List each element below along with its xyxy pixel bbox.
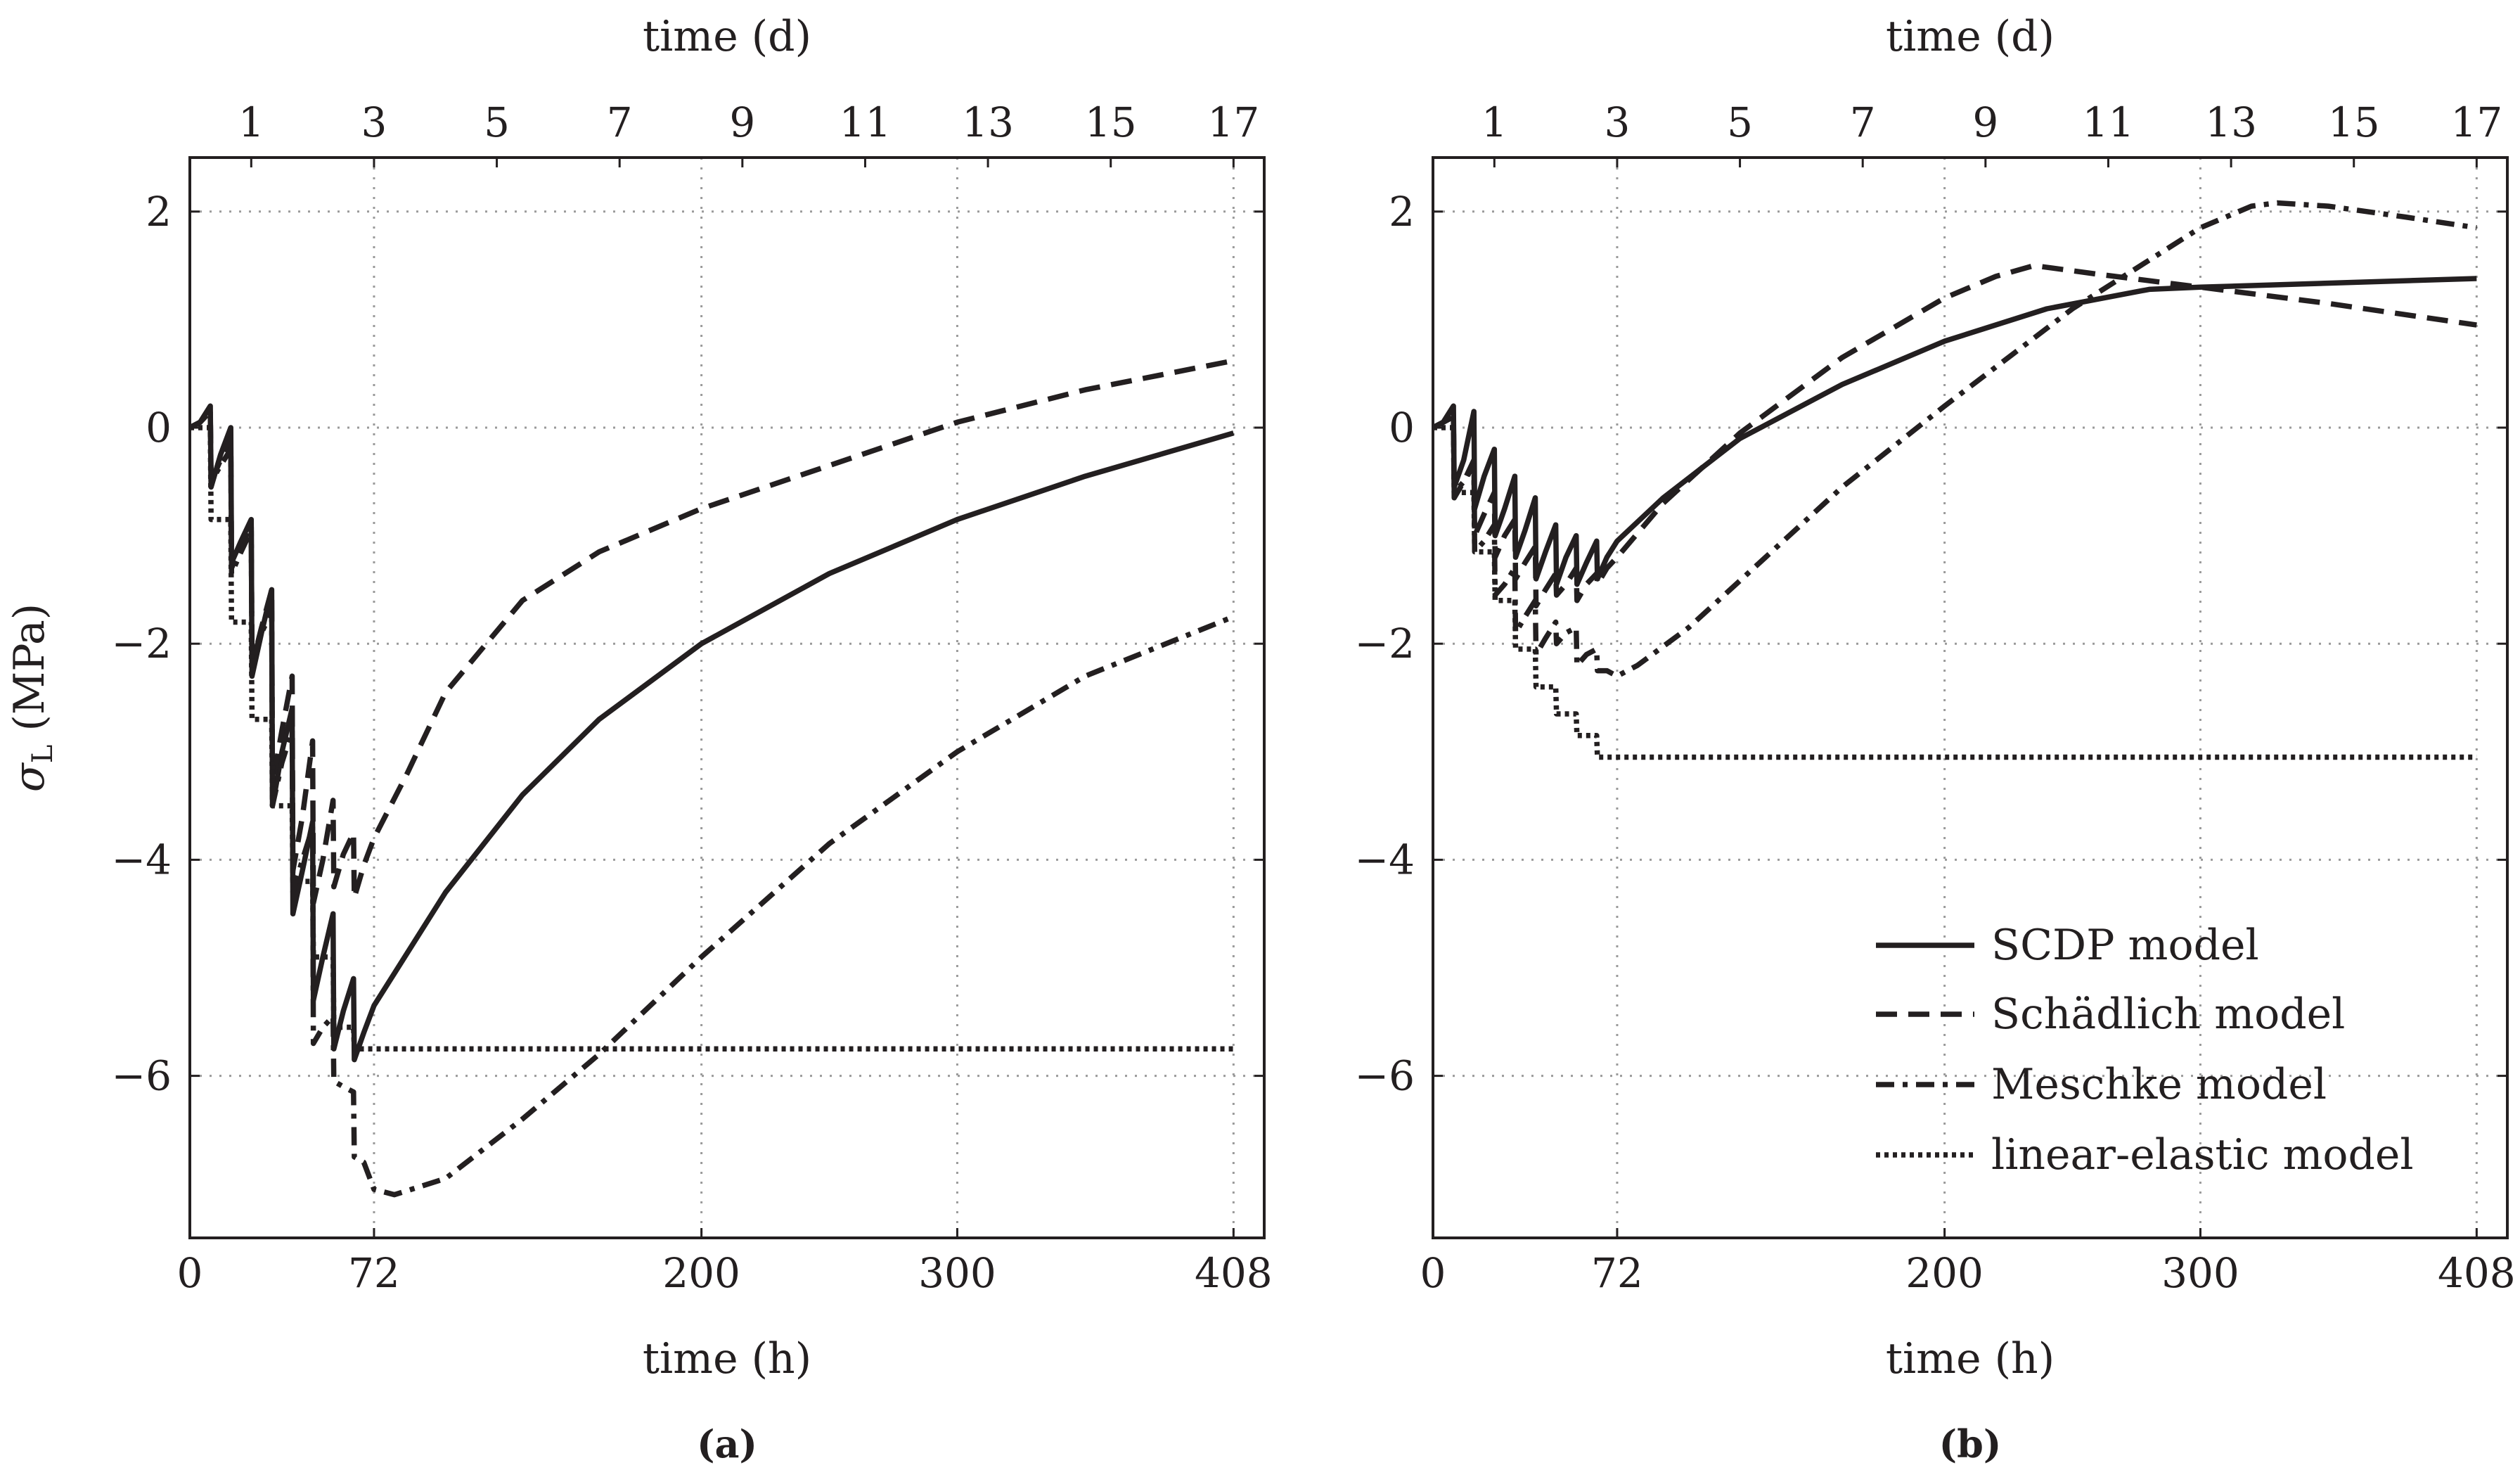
panel-a-grid	[190, 158, 1264, 1238]
top-tick-label: 11	[840, 98, 892, 146]
x-tick-label: 72	[1591, 1249, 1643, 1297]
legend-label-linear-elastic: linear-elastic model	[1991, 1130, 2414, 1180]
top-tick-label: 11	[2083, 98, 2135, 146]
panel-b-x-axis-label: time (h)	[1886, 1334, 2055, 1383]
top-tick-label: 13	[962, 98, 1014, 146]
panel-b-grid	[1433, 158, 2507, 1238]
x-tick-label: 0	[177, 1249, 203, 1297]
panel-a-x-axis-label: time (h)	[643, 1334, 811, 1383]
x-tick-label: 200	[662, 1249, 740, 1297]
x-tick-label: 0	[1420, 1249, 1446, 1297]
top-tick-label: 13	[2205, 98, 2257, 146]
top-tick-label: 3	[1604, 98, 1630, 146]
series-line-sch-dlich-model	[188, 358, 1235, 906]
y-tick-label: −2	[1355, 620, 1415, 667]
panel-a-frame	[188, 156, 1266, 1239]
legend-label-scdp: SCDP model	[1991, 921, 2259, 970]
legend: SCDP model Schädlich model Meschke model…	[1876, 921, 2414, 1180]
panel-a-y-axis-label: σL (MPa)	[5, 603, 59, 792]
y-tick-label: −2	[112, 620, 172, 667]
x-tick-label: 72	[348, 1249, 400, 1297]
top-tick-label: 3	[361, 98, 387, 146]
panel-a-top-axis-label: time (d)	[643, 12, 811, 61]
top-tick-label: 7	[607, 98, 633, 146]
top-tick-label: 7	[1850, 98, 1876, 146]
series-line-linear-elastic-model	[1433, 425, 2477, 760]
panel-a-caption: (a)	[697, 1421, 757, 1466]
panel-b-caption: (b)	[1939, 1421, 2002, 1466]
y-tick-label: −4	[112, 836, 172, 883]
legend-label-schadlich: Schädlich model	[1991, 990, 2345, 1039]
y-tick-label: 0	[1389, 404, 1415, 452]
x-tick-label: 300	[2161, 1249, 2239, 1297]
series-line-meschke-model	[188, 409, 1235, 1198]
panel-a-series	[188, 358, 1235, 1198]
top-tick-label: 9	[729, 98, 755, 146]
y-tick-label: 2	[146, 188, 172, 236]
top-tick-label: 5	[484, 98, 510, 146]
y-tick-label: −6	[112, 1052, 172, 1100]
y-tick-label: −6	[1355, 1052, 1415, 1100]
top-tick-label: 1	[1481, 98, 1508, 146]
top-tick-label: 17	[2450, 98, 2502, 146]
panel-b-top-axis-label: time (d)	[1886, 12, 2055, 61]
y-tick-label: −4	[1355, 836, 1415, 883]
y-tick-label: 0	[146, 404, 172, 452]
y-tick-label: 2	[1389, 188, 1415, 236]
x-tick-label: 300	[918, 1249, 996, 1297]
top-tick-label: 17	[1207, 98, 1259, 146]
legend-label-meschke: Meschke model	[1991, 1060, 2327, 1109]
panel-b-series	[1432, 200, 2477, 760]
series-line-sch-dlich-model	[1432, 262, 2477, 609]
top-tick-label: 9	[1972, 98, 1998, 146]
top-tick-label: 15	[2328, 98, 2380, 146]
series-line-meschke-model	[1432, 200, 2477, 679]
top-tick-label: 5	[1727, 98, 1753, 146]
top-tick-label: 15	[1085, 98, 1137, 146]
panel-b-frame	[1432, 156, 2509, 1239]
x-tick-label: 200	[1905, 1249, 1984, 1297]
series-line-linear-elastic-model	[190, 425, 1234, 1052]
x-tick-label: 408	[1195, 1249, 1273, 1297]
x-tick-label: 408	[2438, 1249, 2516, 1297]
series-line-scdp-model	[1432, 276, 2477, 587]
top-tick-label: 1	[238, 98, 264, 146]
